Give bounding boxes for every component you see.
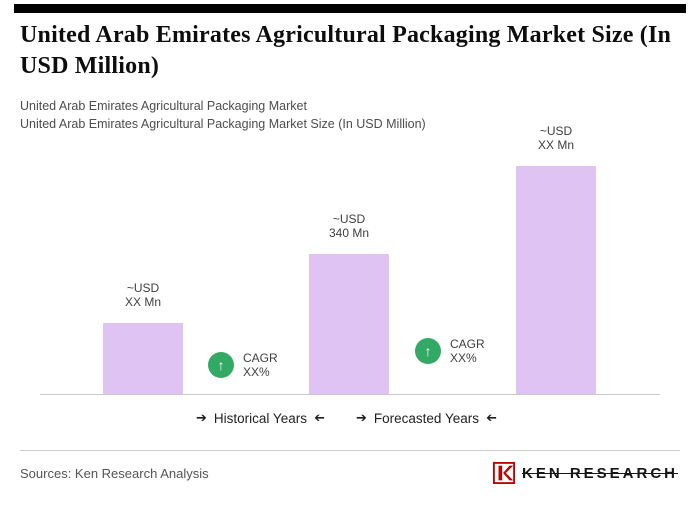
bar-rect: [516, 166, 596, 394]
right-arrow-icon: ➔: [356, 410, 367, 425]
right-arrow-icon: ➔: [196, 410, 207, 425]
ken-research-wordmark: KEN RESEARCH: [521, 464, 678, 482]
bar-label-line2: XX Mn: [124, 295, 161, 309]
bar-label-line2: XX Mn: [537, 138, 574, 152]
top-accent-bar: [14, 4, 686, 13]
ken-research-k-icon: [492, 462, 515, 484]
bar-group-historical: ~USD XX Mn: [103, 281, 183, 394]
footer-divider: [20, 450, 680, 451]
cagr-label: CAGR XX%: [450, 337, 485, 365]
subtitle-block: United Arab Emirates Agricultural Packag…: [20, 97, 680, 133]
subtitle-line-1: United Arab Emirates Agricultural Packag…: [20, 99, 307, 113]
bar-rect: [103, 323, 183, 394]
cagr-label-line2: XX%: [450, 351, 477, 365]
axis-label-text: Historical Years: [213, 410, 307, 426]
cagr-badge-forecast: ↑ CAGR XX%: [415, 337, 485, 365]
cagr-label-line2: XX%: [243, 365, 270, 379]
cagr-badge-historical: ↑ CAGR XX%: [208, 351, 278, 379]
bar-value-label: ~USD XX Mn: [538, 124, 574, 152]
axis-label-historical-years: ➔ Historical Years ➔: [196, 410, 325, 426]
bar-rect: [309, 254, 389, 394]
left-arrow-icon: ➔: [485, 410, 497, 425]
ken-research-logo: KEN RESEARCH: [492, 462, 678, 484]
cagr-label: CAGR XX%: [243, 351, 278, 379]
left-arrow-icon: ➔: [313, 410, 325, 425]
bar-label-line1: ~USD: [126, 281, 160, 295]
bar-group-forecast: ~USD XX Mn: [516, 124, 596, 394]
sources-note: Sources: Ken Research Analysis: [20, 466, 209, 481]
subtitle-line-2: United Arab Emirates Agricultural Packag…: [20, 117, 426, 131]
x-axis-baseline: [40, 394, 660, 395]
bar-value-label: ~USD 340 Mn: [329, 212, 369, 240]
axis-label-forecasted-years: ➔ Forecasted Years ➔: [356, 410, 497, 426]
growth-up-arrow-icon: ↑: [208, 352, 234, 378]
bar-label-line1: ~USD: [539, 124, 573, 138]
bar-label-line2: 340 Mn: [328, 226, 370, 240]
axis-label-text: Forecasted Years: [373, 410, 479, 426]
bar-label-line1: ~USD: [332, 212, 366, 226]
bar-group-base-year: ~USD 340 Mn: [309, 212, 389, 394]
cagr-label-line1: CAGR: [450, 337, 485, 351]
bar-value-label: ~USD XX Mn: [125, 281, 161, 309]
page-title: United Arab Emirates Agricultural Packag…: [20, 22, 672, 79]
cagr-label-line1: CAGR: [243, 351, 278, 365]
growth-up-arrow-icon: ↑: [415, 338, 441, 364]
